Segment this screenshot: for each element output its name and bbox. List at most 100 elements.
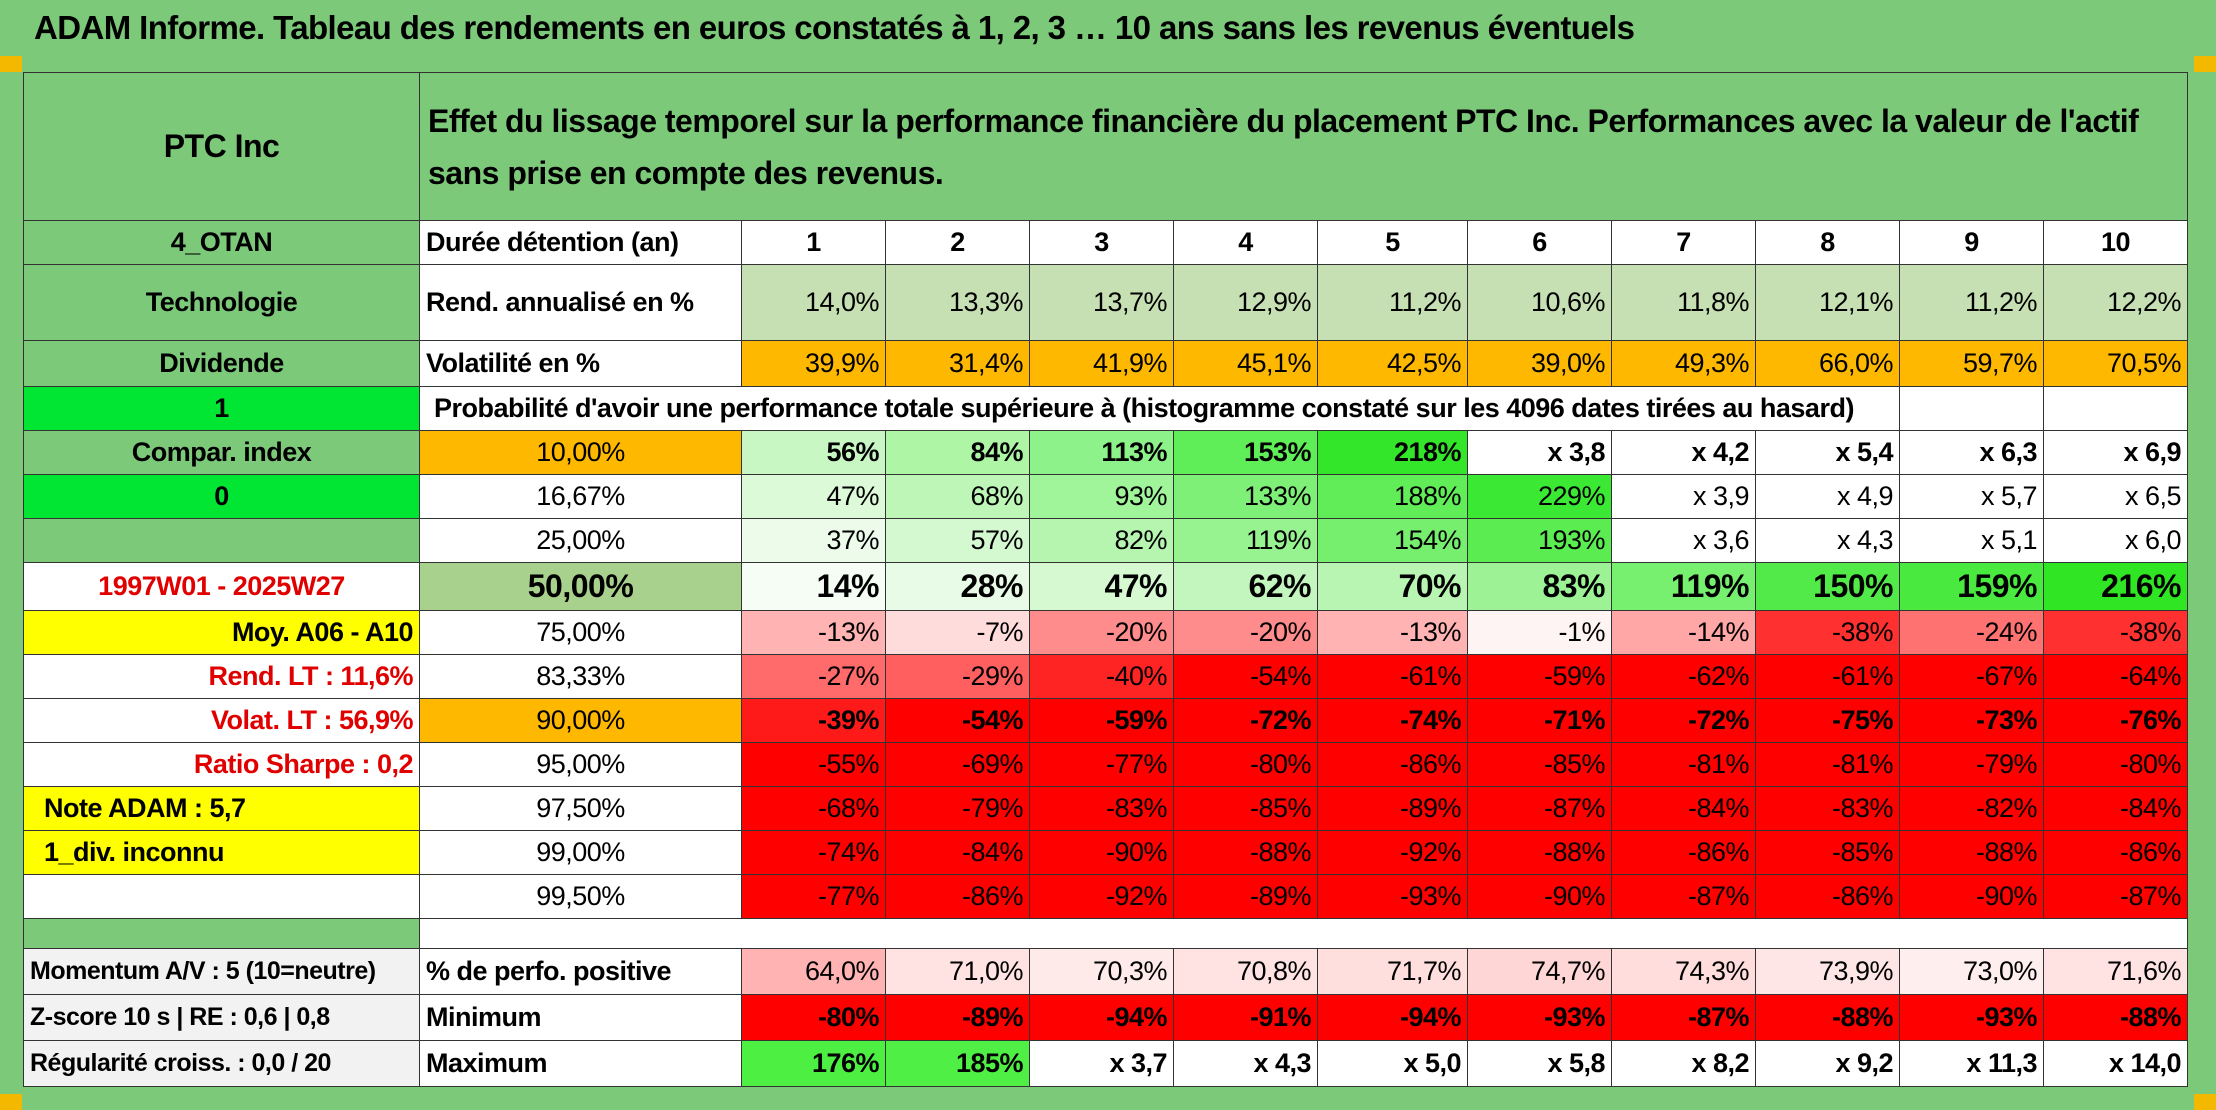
summary-row-positive: Momentum A/V : 5 (10=neutre)% de perfo. … [23,948,2188,995]
quantile-value: 188% [1317,474,1468,519]
quantile-value: 83% [1467,562,1612,611]
quantile-value: 193% [1467,518,1612,563]
quantile-threshold: 83,33% [419,654,742,699]
quantile-value: x 3,9 [1611,474,1756,519]
summary-value-positive: 74,7% [1467,948,1612,995]
annual-return-value: 12,2% [2043,264,2188,341]
quantile-value: -1% [1467,610,1612,655]
quantile-value: -84% [2043,786,2188,831]
quantile-row: 1997W01 - 2025W27 50,00% 14% 28% 47% 62% 70% 83… [23,562,2188,611]
quantile-value: -55% [741,742,886,787]
probability-title-row: 1 Probabilité d'avoir une performance to… [23,386,2188,431]
annual-return-value: 13,7% [1029,264,1174,341]
quantile-value: -81% [1611,742,1756,787]
quantile-threshold: 99,50% [419,874,742,919]
quantile-value: -13% [741,610,886,655]
summary-value-positive: 71,6% [2043,948,2188,995]
quantile-value: 82% [1029,518,1174,563]
quantile-value: -86% [2043,830,2188,875]
quantile-value: -80% [2043,742,2188,787]
quantile-value: -77% [1029,742,1174,787]
quantile-value: -20% [1173,610,1318,655]
quantile-row: 99,50% -77% -86% -92% -89% -93% -90% -87% -86% -9… [23,874,2188,919]
quantile-value: x 5,1 [1899,518,2044,563]
duration-label: Durée détention (an) [419,220,742,265]
summary-value-minimum: -88% [1755,994,1900,1041]
volatility-value: 45,1% [1173,340,1318,387]
quantile-value: -14% [1611,610,1756,655]
quantile-value: -39% [741,698,886,743]
quantile-value: -87% [1467,786,1612,831]
summary-value-maximum: x 14,0 [2043,1040,2188,1087]
annual-return-value: 11,2% [1899,264,2044,341]
quantile-value: 159% [1899,562,2044,611]
summary-label-positive: % de perfo. positive [419,948,742,995]
quantile-value: -87% [2043,874,2188,919]
duration-7: 7 [1611,220,1756,265]
quantile-value: -83% [1029,786,1174,831]
quantile-value: -89% [1173,874,1318,919]
summary-value-positive: 71,7% [1317,948,1468,995]
summary-value-maximum: x 9,2 [1755,1040,1900,1087]
spacer-cell [419,918,2188,949]
window-title: ADAM Informe. Tableau des rendements en … [0,0,2216,56]
quantile-row: Ratio Sharpe : 0,2 95,00% -55% -69% -77% -80%… [23,742,2188,787]
quantile-value: -7% [885,610,1030,655]
empty-cell [2043,386,2188,431]
quantile-value: -86% [1317,742,1468,787]
quantile-value: -80% [1173,742,1318,787]
summary-value-maximum: x 8,2 [1611,1040,1756,1087]
summary-value-positive: 64,0% [741,948,886,995]
spacer-cell [23,918,420,949]
probability-title: Probabilité d'avoir une performance tota… [419,386,1900,431]
summary-value-positive: 70,3% [1029,948,1174,995]
quantile-threshold: 99,00% [419,830,742,875]
duration-1: 1 [741,220,886,265]
summary-value-minimum: -88% [2043,994,2188,1041]
annual-return-value: 13,3% [885,264,1030,341]
quantile-value: 150% [1755,562,1900,611]
duration-3: 3 [1029,220,1174,265]
quantile-value: -81% [1755,742,1900,787]
quantile-value: -92% [1029,874,1174,919]
summary-value-positive: 70,8% [1173,948,1318,995]
summary-value-maximum: x 5,8 [1467,1040,1612,1087]
annual-return-value: 12,9% [1173,264,1318,341]
quantile-value: -27% [741,654,886,699]
quantile-value: -90% [1899,874,2044,919]
quantile-value: -59% [1467,654,1612,699]
corner-marker [2194,56,2216,72]
summary-row-maximum: Régularité croiss. : 0,0 / 20 Maximum 176%… [23,1040,2188,1087]
quantile-value: -64% [2043,654,2188,699]
quantile-value: x 3,6 [1611,518,1756,563]
duration-10: 10 [2043,220,2188,265]
quantile-value: -61% [1317,654,1468,699]
annual-return-value: 10,6% [1467,264,1612,341]
volatility-value: 49,3% [1611,340,1756,387]
quantile-value: -77% [741,874,886,919]
quantile-row: Volat. LT : 56,9% 90,00% -39% -54% -59% -72% -… [23,698,2188,743]
quantile-value: 70% [1317,562,1468,611]
summary-value-minimum: -91% [1173,994,1318,1041]
quantile-value: -71% [1467,698,1612,743]
quantile-value: -73% [1899,698,2044,743]
corner-marker [0,56,22,72]
duration-row: 4_OTAN Durée détention (an) 1 2 3 4 5 6 7 8 9 10 [23,220,2188,265]
quantile-value: 154% [1317,518,1468,563]
summary-value-positive: 71,0% [885,948,1030,995]
quantile-value: -72% [1611,698,1756,743]
volatility-value: 41,9% [1029,340,1174,387]
quantile-value: 133% [1173,474,1318,519]
quantile-value: -29% [885,654,1030,699]
quantile-value: 47% [1029,562,1174,611]
summary-value-maximum: 185% [885,1040,1030,1087]
summary-value-maximum: x 11,3 [1899,1040,2044,1087]
quantile-value: -67% [1899,654,2044,699]
quantile-value: -74% [741,830,886,875]
summary-value-minimum: -93% [1899,994,2044,1041]
adam-score: Note ADAM : 5,7 [23,786,420,831]
quantile-value: -83% [1755,786,1900,831]
volatility-value: 39,9% [741,340,886,387]
dividend-label: Dividende [23,340,420,387]
corner-marker [0,1094,22,1110]
